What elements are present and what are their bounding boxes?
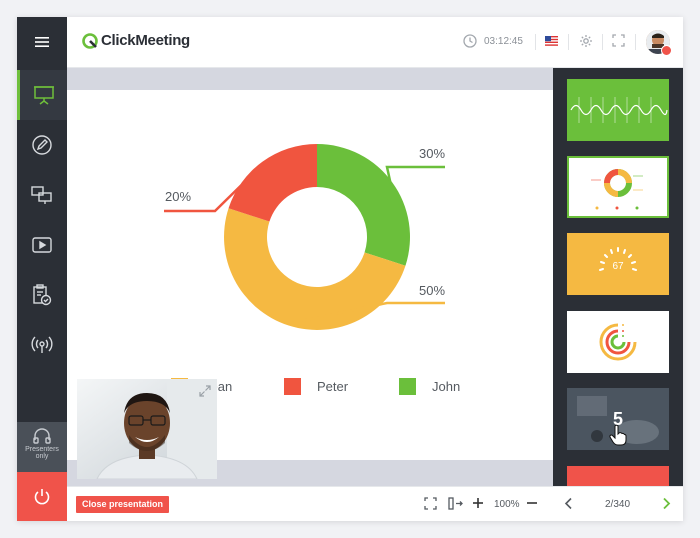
zoom-level: 100%	[494, 499, 520, 510]
slide-thumbnail-5[interactable]: 5	[567, 388, 669, 450]
headphones-icon	[33, 428, 51, 444]
gauge-thumbnail: 67	[599, 247, 637, 272]
fit-screen-icon[interactable]	[424, 497, 437, 510]
divider	[602, 34, 603, 50]
presenters-label-2: only	[35, 453, 49, 460]
legend-swatch	[399, 378, 416, 395]
donut-chart: 30% 50% 20%	[164, 144, 445, 330]
presenter-video-frame	[77, 379, 217, 479]
presentation-icon	[33, 86, 54, 105]
timer-text: 03:12:45	[484, 35, 523, 47]
presenter-video[interactable]	[77, 379, 217, 479]
top-bar: ClickMeeting 03:12:45	[67, 17, 683, 68]
divider	[535, 34, 536, 50]
donut-slice-jean	[224, 208, 406, 330]
screen-share-icon	[31, 186, 52, 204]
app-window: Presenters only ClickMeeting 03:12:45 30	[17, 17, 683, 521]
broadcast-icon	[31, 336, 53, 353]
waveform-icon	[570, 97, 668, 123]
slide-thumbnail-4[interactable]	[567, 311, 669, 373]
sidebar-item-whiteboard[interactable]	[17, 120, 67, 170]
video-play-icon	[32, 237, 52, 253]
sidebar-item-presentation[interactable]	[17, 70, 67, 120]
slide-thumbnail-3[interactable]: 67	[567, 233, 669, 295]
divider	[635, 34, 636, 50]
data-label-peter: 20%	[165, 189, 191, 204]
data-label-jean: 50%	[419, 283, 445, 298]
clipboard-check-icon	[33, 284, 52, 306]
logo-text: ClickMeeting	[101, 32, 190, 49]
zoom-in-icon[interactable]	[472, 497, 484, 509]
legend-label: John	[432, 379, 461, 394]
donut-slice-john	[317, 144, 410, 266]
presenters-only-toggle[interactable]: Presenters only	[17, 422, 67, 472]
left-sidebar: Presenters only	[17, 17, 67, 521]
divider	[568, 34, 569, 50]
leader-line-jean	[288, 301, 445, 325]
legend-label: Peter	[317, 379, 349, 394]
slides-panel: 67 5	[553, 68, 683, 486]
donut-slice-peter	[228, 144, 317, 222]
zoom-out-icon[interactable]	[526, 497, 538, 509]
gauge-value: 67	[612, 261, 624, 272]
expand-icon[interactable]	[199, 385, 211, 397]
hand-cursor-icon	[609, 424, 627, 446]
legend-swatch	[284, 378, 301, 395]
sidebar-item-screen-share[interactable]	[17, 170, 67, 220]
avatar-status-badge	[661, 45, 672, 56]
slide-top-band	[67, 68, 553, 90]
slide-thumbnail-6[interactable]	[567, 466, 669, 486]
fit-width-icon[interactable]	[448, 497, 463, 510]
data-label-john: 30%	[419, 146, 445, 161]
donut-chart-thumbnail	[591, 169, 643, 210]
bottom-toolbar: Close presentation 100% 2/340	[67, 486, 683, 521]
previous-slide-icon[interactable]	[564, 497, 574, 510]
close-presentation-button[interactable]: Close presentation	[76, 496, 170, 513]
leader-line-john	[385, 165, 445, 184]
slide-thumbnail-2-active[interactable]	[567, 156, 669, 218]
clickmeeting-logo: ClickMeeting	[82, 32, 190, 49]
presenters-label: Presenters	[25, 446, 59, 453]
session-timer: 03:12:45	[463, 34, 523, 48]
next-slide-icon[interactable]	[661, 497, 671, 510]
us-flag-icon[interactable]	[545, 36, 558, 46]
power-icon	[34, 488, 50, 504]
leader-line-peter	[164, 162, 265, 213]
slide-thumbnail-1[interactable]	[567, 79, 669, 141]
gear-icon[interactable]	[579, 34, 593, 48]
presentation-stage: 30% 50% 20% Jean Peter John	[67, 68, 553, 486]
clock-icon	[463, 34, 477, 48]
sidebar-item-video[interactable]	[17, 220, 67, 270]
page-indicator: 2/340	[605, 499, 631, 510]
sidebar-item-broadcast[interactable]	[17, 320, 67, 370]
logo-mark-icon	[82, 32, 98, 49]
sidebar-item-polls[interactable]	[17, 270, 67, 320]
slide-number-overlay: 5	[612, 408, 623, 429]
radial-chart-thumbnail	[599, 323, 637, 361]
power-button[interactable]	[17, 472, 67, 521]
hamburger-menu-icon[interactable]	[17, 17, 67, 67]
legend-item-peter: Peter	[284, 378, 348, 395]
whiteboard-icon	[32, 135, 52, 155]
fullscreen-icon[interactable]	[612, 34, 625, 47]
legend-item-john: John	[399, 378, 460, 395]
